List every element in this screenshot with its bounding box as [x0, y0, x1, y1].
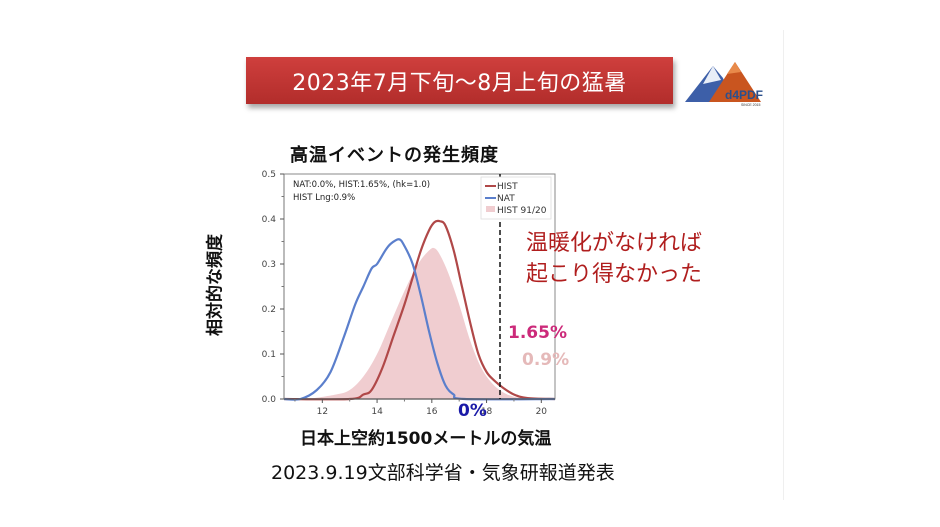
- logo-subtext: SINCE 2015: [741, 103, 761, 107]
- legend-hist9120-swatch: [486, 206, 495, 212]
- series-hist-line: [283, 219, 556, 401]
- title-banner: 2023年7月下旬〜8月上旬の猛暑: [246, 57, 673, 104]
- d4pdf-logo: d4PDF SINCE 2015: [685, 62, 763, 107]
- stats-text-line2: HIST Lng:0.9%: [293, 193, 355, 203]
- y-tick-label: 0.0: [262, 395, 277, 405]
- series-nat-line: [283, 238, 556, 401]
- orange-mountain-icon: [709, 62, 761, 102]
- legend: HIST NAT HIST 91/20: [480, 176, 552, 220]
- x-tick-label: 14: [371, 407, 383, 417]
- slide-edge-divider: [783, 30, 784, 500]
- x-tick-label: 16: [426, 407, 438, 417]
- hist-lng-percent-label: 0.9%: [522, 350, 570, 370]
- x-tick-label: 20: [536, 407, 548, 417]
- y-axis-label: 相対的な頻度: [205, 234, 226, 336]
- x-tick-label: 18: [481, 407, 493, 417]
- caption: 2023.9.19文部科学省・気象研報道発表: [271, 462, 615, 484]
- y-tick-label: 0.2: [262, 305, 276, 315]
- annotation-line1: 温暖化がなければ: [526, 231, 703, 256]
- chart-title: 高温イベントの発生頻度: [290, 145, 499, 166]
- y-tick-label: 0.4: [262, 215, 277, 225]
- annotation-main: 温暖化がなければ 起こり得なかった: [526, 228, 702, 290]
- legend-hist9120-label: HIST 91/20: [497, 206, 547, 216]
- y-tick-label: 0.5: [262, 170, 276, 180]
- y-tick-label: 0.1: [262, 350, 276, 360]
- logo-text: d4PDF: [725, 88, 763, 102]
- nat-percent-label: 0%: [458, 401, 487, 421]
- legend-hist-label: HIST: [497, 182, 518, 192]
- stats-text-line1: NAT:0.0%, HIST:1.65%, (hk=1.0): [293, 180, 430, 190]
- y-tick-label: 0.3: [262, 260, 276, 270]
- annotation-line2: 起こり得なかった: [526, 262, 703, 287]
- hist-percent-label: 1.65%: [508, 323, 567, 343]
- slide-title: 2023年7月下旬〜8月上旬の猛暑: [292, 70, 627, 96]
- series-hist9120-area: [308, 247, 528, 399]
- x-axis-label: 日本上空約1500メートルの気温: [300, 429, 552, 449]
- legend-nat-label: NAT: [497, 194, 515, 204]
- x-tick-label: 12: [317, 407, 328, 417]
